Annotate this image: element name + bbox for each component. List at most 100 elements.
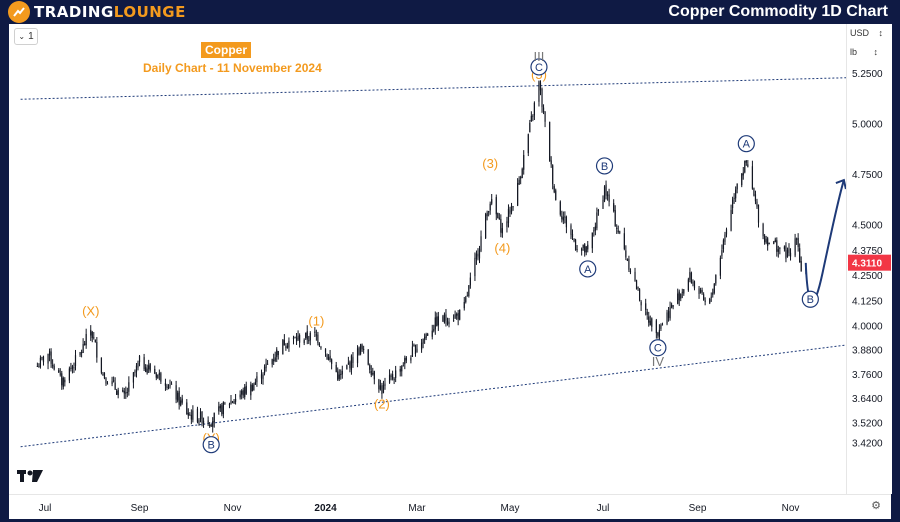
candle-body — [295, 337, 298, 342]
candle-body — [559, 201, 561, 215]
time-axis-labels: Jul Sep Nov 2024 Mar May Jul Sep Nov — [39, 503, 800, 514]
candle-body — [326, 354, 328, 360]
candle-body — [587, 244, 589, 250]
candle-body — [731, 199, 734, 209]
candle-body — [207, 420, 209, 424]
candle-body — [305, 332, 307, 339]
price-chart[interactable]: (X)(Y)B(1)(2)(3)(4)(5)CIIIABCIVABVC — [9, 24, 846, 494]
candle-body — [747, 164, 749, 167]
chart-area[interactable]: (X)(Y)B(1)(2)(3)(4)(5)CIIIABCIVABVC ⌄ 1 … — [9, 24, 892, 519]
candle-body — [754, 194, 757, 202]
time-axis[interactable]: Jul Sep Nov 2024 Mar May Jul Sep Nov ⚙ — [9, 494, 891, 519]
candle-body — [166, 385, 168, 389]
candle-body — [341, 371, 343, 375]
candle-body — [64, 379, 66, 383]
candle-body — [796, 238, 798, 240]
candle-body — [724, 234, 726, 242]
wave-label: (4) — [494, 241, 510, 256]
candle-body — [789, 252, 792, 257]
candle-body — [645, 303, 647, 310]
currency-selector[interactable]: USD ↕ — [850, 28, 883, 38]
candle-body — [672, 305, 674, 307]
candle-body — [52, 365, 54, 367]
chevron-down-icon: ⌄ — [18, 32, 26, 41]
candle-body — [241, 390, 243, 395]
candle-body — [436, 316, 438, 327]
projection-path — [804, 179, 845, 303]
candle-body — [523, 155, 525, 170]
candle-body — [209, 424, 211, 426]
candle-body — [744, 160, 746, 173]
candle-body — [527, 134, 529, 154]
time-tick-label: Jul — [597, 503, 610, 514]
candle-body — [244, 387, 246, 398]
candle-body — [266, 363, 269, 365]
interval-selector[interactable]: ⌄ 1 — [14, 28, 38, 45]
brand-name: TRADINGLOUNGE — [34, 3, 186, 21]
candle-body — [498, 217, 500, 220]
candle-body — [202, 420, 205, 425]
candle-body — [446, 320, 449, 325]
price-axis[interactable]: USD ↕ lb ↕ 5.2500 5.0000 4.7500 4.5000 4.375… — [846, 24, 892, 494]
header-bar: TRADINGLOUNGE Copper Commodity 1D Chart — [0, 0, 900, 24]
candle-body — [625, 250, 627, 258]
candle-body — [542, 107, 545, 112]
price-tick-label: 4.1250 — [852, 296, 883, 307]
candle-body — [38, 366, 40, 368]
candle-body — [175, 385, 177, 400]
wave-label-circle: B — [801, 290, 819, 308]
candle-body — [757, 204, 760, 223]
candle-body — [773, 241, 775, 244]
candle-body — [680, 293, 682, 299]
time-tick-label: Sep — [689, 503, 707, 514]
candle-body — [416, 348, 418, 353]
candle-body — [73, 367, 75, 369]
chevron-updown-icon: ↕ — [873, 47, 879, 57]
settings-gear-icon[interactable]: ⚙ — [871, 499, 881, 512]
candle-body — [148, 365, 150, 370]
candle-body — [346, 364, 348, 370]
candle-body — [170, 383, 173, 385]
candle-body — [422, 338, 424, 344]
candle-body — [777, 249, 779, 252]
candle-body — [74, 355, 77, 366]
candle-body — [704, 300, 706, 302]
wave-label-circle: C — [530, 58, 548, 76]
candle-body — [265, 363, 267, 369]
price-tick-label: 3.8800 — [852, 346, 883, 357]
candle-body — [735, 189, 737, 199]
candle-body — [169, 385, 171, 387]
candle-body — [529, 122, 531, 133]
wave-label: (2) — [374, 396, 390, 411]
candle-body — [62, 377, 64, 387]
candle-body — [425, 334, 427, 338]
candle-body — [593, 230, 595, 232]
candle-body — [96, 342, 98, 358]
price-tick-label: 3.7600 — [852, 370, 883, 381]
candle-body — [132, 372, 135, 383]
candle-body — [70, 367, 72, 369]
candle-body — [361, 345, 363, 350]
candle-body — [80, 352, 83, 354]
candle-body — [683, 289, 685, 294]
candle-body — [606, 194, 609, 196]
candle-body — [427, 333, 429, 336]
candle-body — [465, 297, 467, 303]
candle-body — [733, 197, 735, 199]
candle-body — [501, 228, 503, 234]
candle-body — [701, 290, 703, 293]
candle-body — [192, 410, 194, 420]
candle-body — [646, 311, 648, 315]
candle-body — [242, 390, 244, 396]
candle-body — [102, 374, 104, 376]
candle-body — [431, 330, 433, 337]
logo-badge-icon — [8, 1, 30, 23]
candle-body — [382, 385, 385, 393]
wave-label: (X) — [82, 303, 99, 318]
candle-body — [218, 406, 220, 412]
unit-selector[interactable]: lb ↕ — [850, 47, 878, 57]
candle-body — [402, 365, 404, 367]
candle-body — [616, 227, 618, 229]
candle-body — [410, 357, 412, 361]
wave-label-circle: C — [649, 339, 667, 357]
